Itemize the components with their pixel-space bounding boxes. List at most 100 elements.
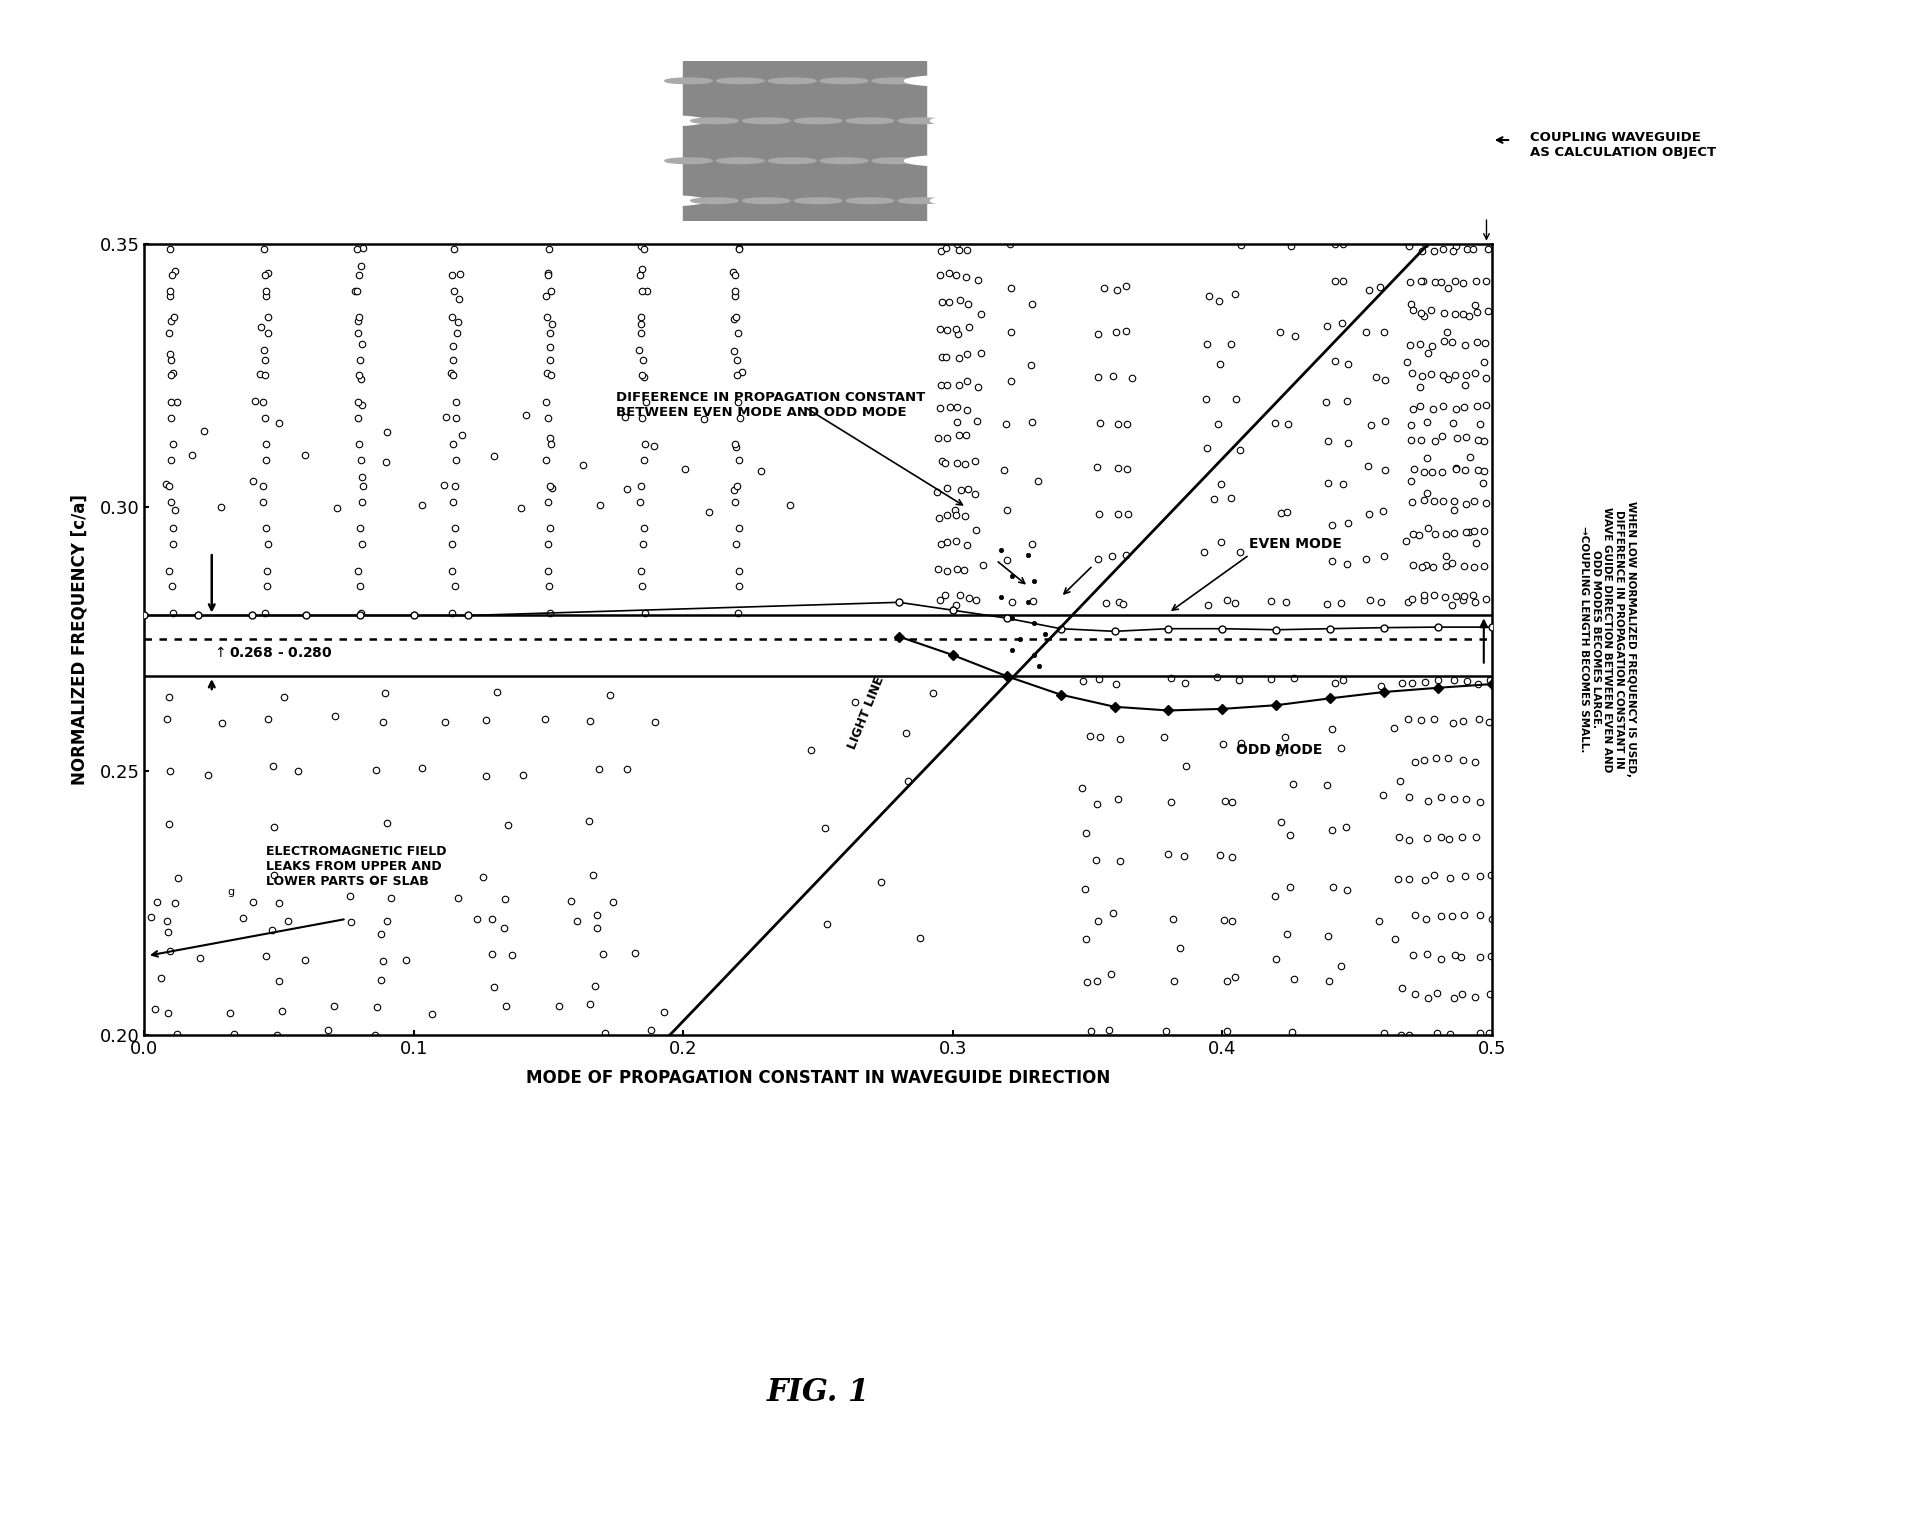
Point	[1476, 907, 1507, 931]
Point	[1475, 863, 1505, 887]
Point	[1417, 460, 1448, 484]
Point	[1451, 521, 1482, 545]
Circle shape	[308, 196, 395, 205]
Point	[445, 262, 475, 286]
Point	[439, 574, 470, 598]
Point	[722, 364, 753, 388]
Circle shape	[1086, 116, 1172, 126]
Point	[722, 390, 753, 414]
Circle shape	[1215, 155, 1301, 166]
Point	[930, 583, 961, 607]
Point	[1068, 670, 1099, 694]
Point	[941, 409, 972, 434]
Circle shape	[102, 196, 187, 205]
Point	[626, 233, 656, 257]
Point	[1409, 747, 1440, 772]
Circle shape	[1138, 116, 1224, 126]
Point	[1082, 365, 1113, 390]
Point	[941, 592, 972, 616]
Point	[1457, 583, 1488, 607]
Point	[943, 321, 974, 345]
Point	[941, 451, 972, 475]
Point	[1428, 394, 1459, 419]
Point	[774, 493, 805, 517]
Point	[1446, 945, 1476, 970]
Point	[926, 239, 957, 263]
Point	[493, 813, 524, 837]
Point	[154, 939, 185, 963]
Point	[156, 364, 187, 388]
Point	[1469, 458, 1500, 482]
Point	[962, 374, 993, 399]
Point	[720, 306, 751, 330]
Point	[1450, 554, 1480, 578]
Point	[1394, 1023, 1424, 1047]
Point	[986, 584, 1016, 609]
Point	[1411, 552, 1442, 577]
Point	[1353, 502, 1384, 527]
Point	[934, 260, 964, 285]
Point	[1103, 502, 1134, 527]
Point	[1265, 501, 1296, 525]
Point	[1355, 412, 1386, 437]
Point	[1380, 927, 1411, 951]
Point	[1220, 591, 1251, 615]
Point	[1326, 310, 1357, 335]
Point	[810, 912, 841, 936]
Point	[1213, 587, 1244, 612]
Point	[1105, 726, 1136, 750]
Circle shape	[1190, 196, 1276, 205]
Point	[206, 495, 237, 519]
Point	[1434, 826, 1465, 851]
Point	[343, 279, 373, 303]
Point	[160, 498, 191, 522]
Point	[1217, 909, 1247, 933]
Point	[626, 473, 656, 498]
Point	[1428, 329, 1459, 353]
Point	[372, 420, 402, 444]
Point	[945, 288, 976, 312]
Point	[934, 396, 964, 420]
Point	[1396, 361, 1426, 385]
Point	[922, 479, 953, 504]
Point	[1111, 457, 1142, 481]
Point	[497, 944, 527, 968]
Circle shape	[716, 78, 764, 84]
Point	[1432, 367, 1463, 391]
Point	[162, 1021, 193, 1046]
Point	[345, 574, 375, 598]
Point	[1432, 277, 1463, 301]
Point	[239, 388, 270, 412]
Point	[1016, 589, 1047, 613]
Point	[252, 533, 283, 557]
Point	[1407, 556, 1438, 580]
Point	[1207, 732, 1238, 756]
Circle shape	[1319, 76, 1405, 85]
Point	[158, 361, 189, 385]
Point	[1409, 670, 1440, 694]
Point	[418, 1001, 449, 1026]
Point	[612, 476, 643, 501]
Point	[1149, 724, 1180, 749]
Point	[1450, 396, 1480, 420]
Point	[939, 498, 970, 522]
Point	[314, 1018, 345, 1043]
Circle shape	[620, 196, 706, 205]
Point	[945, 478, 976, 502]
Point	[1326, 735, 1357, 759]
Circle shape	[1423, 155, 1509, 166]
Point	[961, 517, 991, 542]
Point	[362, 995, 393, 1020]
Point	[343, 236, 373, 260]
Point	[941, 263, 972, 288]
Point	[1328, 668, 1359, 693]
Point	[154, 321, 185, 345]
Point	[724, 447, 755, 472]
Point	[1311, 592, 1342, 616]
Circle shape	[1267, 76, 1353, 85]
Point	[366, 968, 397, 992]
Point	[1453, 521, 1484, 545]
Circle shape	[127, 76, 214, 85]
Point	[1151, 1020, 1182, 1044]
Point	[158, 601, 189, 626]
